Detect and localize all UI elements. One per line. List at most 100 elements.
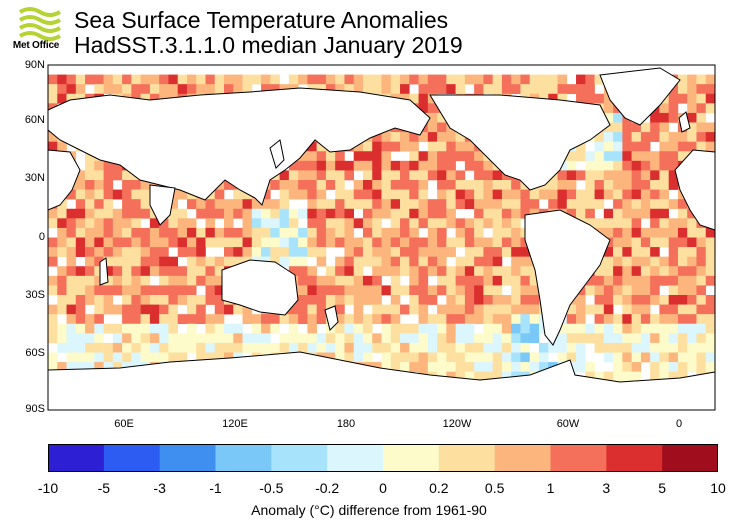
anomaly-cell [529, 352, 540, 363]
anomaly-cell [85, 170, 95, 181]
anomaly-cell [474, 227, 484, 238]
anomaly-cell [622, 314, 632, 325]
anomaly-cell [446, 132, 456, 142]
anomaly-cell [474, 237, 484, 248]
anomaly-cell [288, 189, 299, 200]
anomaly-cell [103, 199, 114, 210]
anomaly-cell [492, 218, 503, 229]
anomaly-cell [705, 314, 716, 325]
anomaly-cell [511, 362, 521, 372]
anomaly-cell [279, 237, 290, 248]
anomaly-cell [48, 314, 58, 325]
anomaly-cell [677, 314, 688, 325]
anomaly-cell [659, 237, 669, 248]
anomaly-cell [400, 170, 410, 181]
anomaly-cell [418, 199, 429, 210]
anomaly-cell [214, 333, 225, 344]
anomaly-cell [483, 170, 493, 181]
anomaly-cell [520, 333, 531, 344]
anomaly-cell [409, 285, 419, 296]
anomaly-cell [501, 266, 512, 277]
anomaly-cell [677, 237, 688, 248]
anomaly-cell [529, 333, 540, 344]
anomaly-cell [409, 189, 419, 200]
anomaly-cell [492, 371, 503, 382]
anomaly-cell [538, 362, 549, 372]
anomaly-cell [594, 314, 605, 325]
anomaly-cell [529, 362, 540, 372]
anomaly-cell [409, 180, 419, 190]
anomaly-cell [112, 227, 123, 238]
anomaly-cell [464, 371, 475, 382]
anomaly-cell [594, 160, 605, 171]
anomaly-cell [94, 170, 104, 181]
anomaly-cell [353, 333, 364, 344]
anomaly-cell [224, 74, 234, 85]
anomaly-cell [159, 304, 169, 315]
anomaly-cell [48, 362, 58, 372]
anomaly-cell [650, 275, 660, 286]
anomaly-cell [511, 266, 521, 277]
anomaly-cell [427, 342, 438, 353]
anomaly-cell [659, 103, 669, 114]
anomaly-cell [159, 237, 169, 248]
anomaly-cell [409, 352, 419, 363]
anomaly-cell [594, 189, 605, 200]
anomaly-cell [427, 295, 438, 305]
anomaly-cell [159, 247, 169, 257]
anomaly-cell [261, 237, 271, 248]
anomaly-cell [622, 285, 632, 296]
anomaly-cell [659, 160, 669, 171]
anomaly-cell [316, 74, 327, 85]
anomaly-cell [464, 199, 475, 210]
anomaly-cell [705, 295, 716, 305]
anomaly-cell [344, 74, 355, 85]
anomaly-cell [622, 266, 632, 277]
anomaly-cell [603, 275, 614, 286]
anomaly-cell [631, 352, 642, 363]
anomaly-cell [325, 74, 336, 85]
anomaly-cell [112, 170, 123, 181]
anomaly-cell [677, 227, 688, 238]
anomaly-cell [659, 227, 669, 238]
anomaly-cell [650, 371, 660, 382]
anomaly-cell [585, 275, 595, 286]
anomaly-cell [196, 227, 206, 238]
anomaly-cell [696, 342, 707, 353]
anomaly-cell [131, 314, 141, 325]
anomaly-cell [622, 295, 632, 305]
anomaly-cell [659, 295, 669, 305]
anomaly-cell [288, 170, 299, 181]
anomaly-cell [418, 314, 429, 325]
anomaly-cell [316, 218, 327, 229]
anomaly-cell [168, 352, 178, 363]
anomaly-cell [501, 371, 512, 382]
lon-label-0: 0 [675, 418, 683, 430]
anomaly-cell [677, 132, 688, 142]
anomaly-cell [362, 84, 373, 95]
anomaly-cell [335, 266, 345, 277]
anomaly-cell [464, 266, 475, 277]
anomaly-cell [103, 237, 114, 248]
anomaly-cell [103, 295, 114, 305]
anomaly-cell [57, 141, 67, 152]
anomaly-cell [233, 304, 243, 315]
anomaly-cell [381, 74, 392, 85]
anomaly-cell [149, 266, 160, 277]
anomaly-cell [186, 285, 197, 296]
anomaly-cell [603, 342, 614, 353]
anomaly-cell [640, 323, 651, 334]
anomaly-cell [94, 227, 104, 238]
anomaly-cell [325, 180, 336, 190]
anomaly-cell [353, 304, 364, 315]
anomaly-cell [344, 285, 355, 296]
anomaly-cell [548, 180, 558, 190]
anomaly-cell [159, 266, 169, 277]
anomaly-cell [177, 189, 188, 200]
anomaly-cell [705, 122, 716, 133]
anomaly-cell [594, 151, 605, 162]
anomaly-cell [418, 189, 429, 200]
anomaly-cell [613, 112, 623, 123]
anomaly-cell [511, 84, 521, 95]
anomaly-cell [149, 295, 160, 305]
